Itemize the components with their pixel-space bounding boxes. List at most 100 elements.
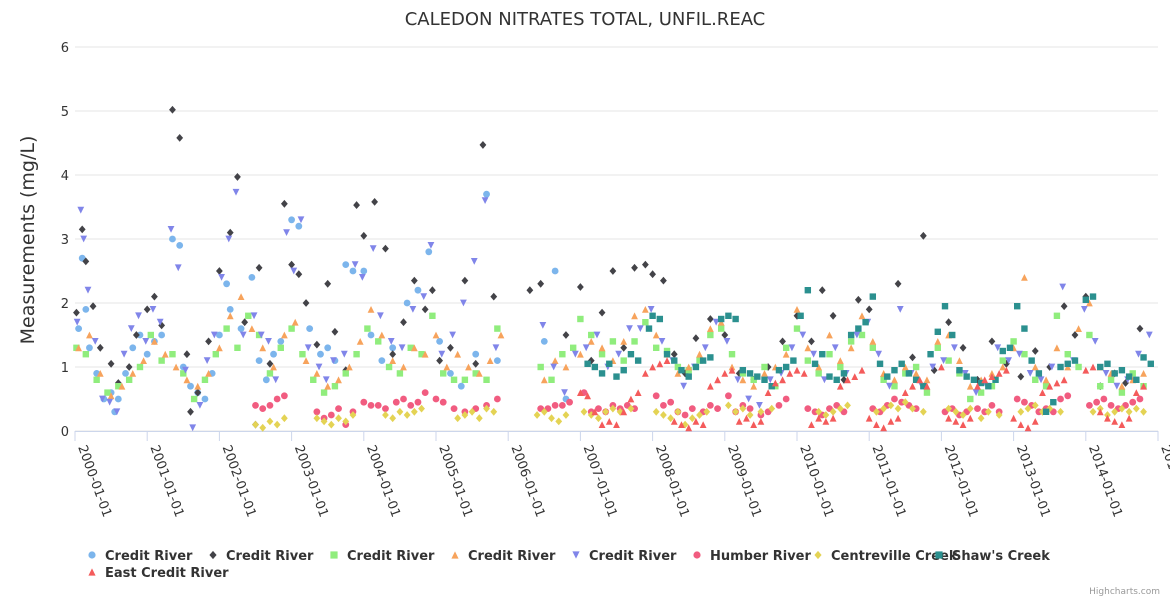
data-point[interactable] bbox=[808, 337, 815, 346]
data-point[interactable] bbox=[472, 370, 479, 377]
data-point[interactable] bbox=[425, 248, 433, 256]
data-point[interactable] bbox=[919, 407, 927, 416]
data-point[interactable] bbox=[627, 351, 635, 358]
data-point[interactable] bbox=[1104, 360, 1111, 367]
data-point[interactable] bbox=[439, 398, 447, 406]
data-point[interactable] bbox=[1135, 350, 1142, 358]
data-point[interactable] bbox=[974, 405, 981, 412]
data-point[interactable] bbox=[735, 418, 743, 425]
legend[interactable]: Credit River Credit River Credit River Cred… bbox=[88, 549, 1050, 581]
data-point[interactable] bbox=[320, 389, 328, 396]
data-point[interactable] bbox=[678, 367, 685, 374]
data-point[interactable] bbox=[768, 383, 775, 390]
data-point[interactable] bbox=[84, 286, 92, 294]
data-point[interactable] bbox=[584, 392, 592, 400]
data-point[interactable] bbox=[959, 411, 967, 419]
data-point[interactable] bbox=[1086, 402, 1093, 409]
data-point[interactable] bbox=[436, 338, 444, 345]
data-point[interactable] bbox=[847, 338, 855, 345]
legend-marker[interactable] bbox=[935, 551, 943, 559]
data-point[interactable] bbox=[974, 382, 981, 390]
data-point[interactable] bbox=[966, 382, 974, 390]
data-point[interactable] bbox=[761, 363, 768, 371]
data-point[interactable] bbox=[1048, 363, 1056, 371]
data-point[interactable] bbox=[887, 401, 895, 410]
data-point[interactable] bbox=[118, 382, 126, 390]
data-point[interactable] bbox=[595, 405, 602, 412]
data-point[interactable] bbox=[988, 337, 996, 346]
legend-marker[interactable] bbox=[572, 551, 580, 559]
data-point[interactable] bbox=[1104, 414, 1111, 422]
legend-marker[interactable] bbox=[451, 551, 459, 559]
data-point[interactable] bbox=[330, 357, 337, 364]
data-point[interactable] bbox=[764, 363, 772, 371]
data-point[interactable] bbox=[432, 395, 440, 403]
data-point[interactable] bbox=[620, 367, 627, 374]
data-point[interactable] bbox=[266, 402, 274, 409]
data-point[interactable] bbox=[681, 411, 689, 419]
data-point[interactable] bbox=[1125, 407, 1133, 416]
legend-marker[interactable] bbox=[88, 568, 96, 576]
data-point[interactable] bbox=[551, 402, 559, 409]
data-point[interactable] bbox=[894, 279, 902, 288]
data-point[interactable] bbox=[1136, 324, 1144, 333]
data-point[interactable] bbox=[739, 404, 747, 413]
data-point[interactable] bbox=[418, 351, 425, 358]
data-point[interactable] bbox=[1046, 382, 1054, 390]
data-point[interactable] bbox=[656, 360, 664, 368]
data-point[interactable] bbox=[1028, 357, 1035, 364]
data-point[interactable] bbox=[577, 315, 584, 323]
data-point[interactable] bbox=[1093, 398, 1101, 406]
data-point[interactable] bbox=[692, 363, 700, 371]
data-point[interactable] bbox=[815, 370, 822, 377]
data-point[interactable] bbox=[746, 370, 754, 377]
data-point[interactable] bbox=[1053, 344, 1061, 352]
data-point[interactable] bbox=[721, 331, 729, 339]
data-point[interactable] bbox=[826, 351, 833, 358]
data-point[interactable] bbox=[1075, 363, 1082, 371]
data-point[interactable] bbox=[461, 411, 469, 419]
data-point[interactable] bbox=[858, 331, 866, 339]
data-point[interactable] bbox=[728, 351, 736, 358]
data-point[interactable] bbox=[851, 373, 859, 380]
data-point[interactable] bbox=[571, 350, 579, 358]
data-point[interactable] bbox=[1140, 407, 1147, 416]
data-point[interactable] bbox=[793, 306, 801, 313]
data-point[interactable] bbox=[216, 344, 223, 352]
data-point[interactable] bbox=[96, 343, 104, 352]
data-point[interactable] bbox=[324, 279, 332, 288]
data-point[interactable] bbox=[125, 376, 133, 383]
data-point[interactable] bbox=[1133, 376, 1140, 383]
data-point[interactable] bbox=[829, 414, 837, 422]
data-point[interactable] bbox=[822, 418, 830, 425]
data-point[interactable] bbox=[1118, 389, 1126, 396]
data-point[interactable] bbox=[929, 363, 937, 371]
data-point[interactable] bbox=[237, 325, 245, 332]
data-point[interactable] bbox=[226, 312, 234, 320]
data-point[interactable] bbox=[75, 325, 83, 332]
data-point[interactable] bbox=[743, 414, 750, 422]
data-point[interactable] bbox=[129, 344, 137, 352]
data-point[interactable] bbox=[91, 338, 99, 345]
data-point[interactable] bbox=[642, 319, 649, 326]
data-point[interactable] bbox=[985, 383, 992, 390]
data-point[interactable] bbox=[428, 286, 436, 295]
data-point[interactable] bbox=[891, 395, 898, 403]
data-point[interactable] bbox=[587, 338, 595, 345]
data-point[interactable] bbox=[782, 344, 790, 351]
data-point[interactable] bbox=[194, 382, 202, 390]
data-point[interactable] bbox=[761, 370, 768, 377]
data-point[interactable] bbox=[1100, 395, 1108, 403]
data-point[interactable] bbox=[956, 367, 963, 374]
data-point[interactable] bbox=[1140, 382, 1147, 390]
data-point[interactable] bbox=[290, 267, 298, 275]
data-point[interactable] bbox=[1021, 351, 1028, 358]
legend-marker[interactable] bbox=[88, 551, 96, 559]
data-point[interactable] bbox=[1037, 376, 1045, 384]
data-point[interactable] bbox=[226, 228, 234, 237]
data-point[interactable] bbox=[1046, 363, 1054, 371]
data-point[interactable] bbox=[902, 370, 909, 377]
data-point[interactable] bbox=[896, 306, 904, 313]
data-point[interactable] bbox=[409, 306, 417, 313]
data-point[interactable] bbox=[692, 418, 700, 425]
